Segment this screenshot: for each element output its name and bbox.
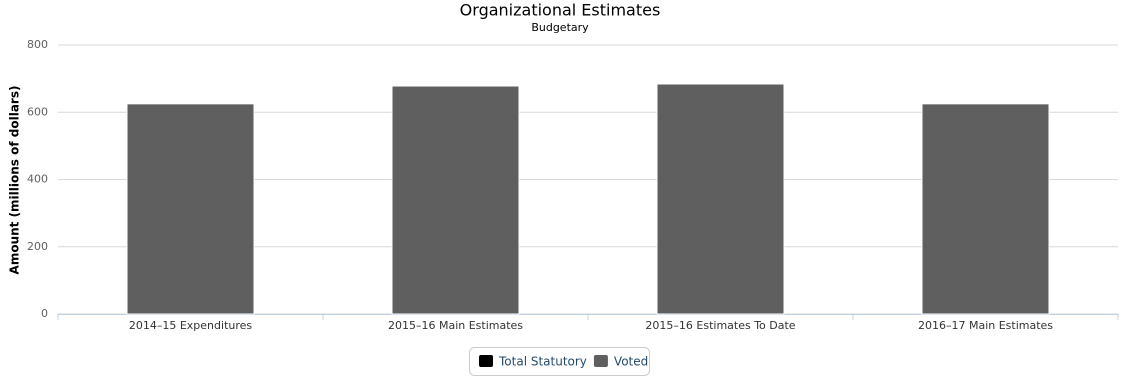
bar bbox=[921, 103, 1050, 315]
x-tick-label: 2015–16 Main Estimates bbox=[388, 319, 523, 332]
bar bbox=[126, 103, 255, 315]
y-tick-label: 600 bbox=[27, 105, 48, 118]
x-tick-label: 2014–15 Expenditures bbox=[129, 319, 253, 332]
legend-swatch[interactable] bbox=[479, 355, 493, 367]
legend-label[interactable]: Voted bbox=[614, 355, 648, 369]
y-tick-label: 800 bbox=[27, 38, 48, 51]
legend-box bbox=[469, 347, 650, 376]
bar bbox=[391, 85, 520, 315]
legend-label[interactable]: Total Statutory bbox=[498, 355, 587, 369]
chart-title: Organizational Estimates bbox=[460, 1, 661, 20]
y-tick-label: 400 bbox=[27, 173, 48, 186]
y-axis-title: Amount (millions of dollars) bbox=[8, 86, 22, 275]
legend-swatch[interactable] bbox=[593, 355, 608, 367]
bar bbox=[656, 83, 785, 315]
y-tick-label: 0 bbox=[41, 307, 48, 320]
y-tick-label: 200 bbox=[27, 240, 48, 253]
chart-subtitle: Budgetary bbox=[531, 21, 589, 34]
x-tick-label: 2015–16 Estimates To Date bbox=[645, 319, 795, 332]
x-tick-label: 2016–17 Main Estimates bbox=[918, 319, 1053, 332]
